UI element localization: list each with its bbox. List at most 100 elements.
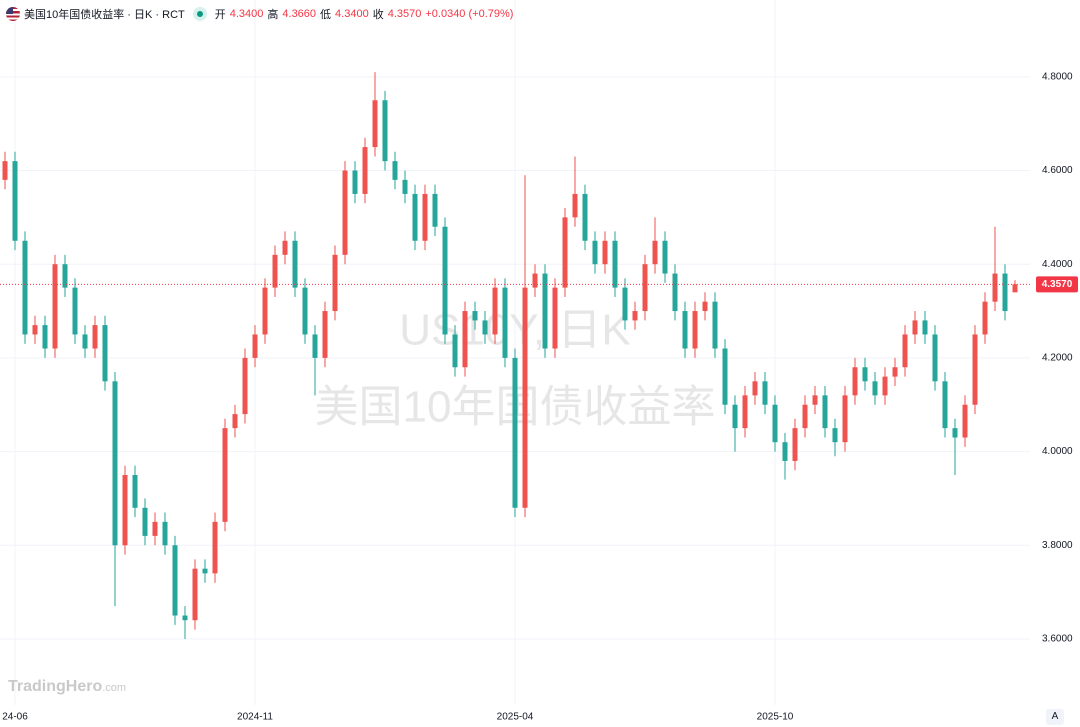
candle-body — [432, 193, 438, 227]
candle-body — [242, 357, 248, 415]
candle-body — [462, 311, 468, 368]
candle-body — [792, 428, 798, 461]
candle-body — [952, 428, 958, 438]
y-tick-label: 3.8000 — [1042, 540, 1073, 551]
candle-body — [412, 193, 418, 241]
candle-body — [62, 264, 68, 288]
candle-body — [232, 414, 238, 429]
candle-body — [52, 264, 58, 349]
candle-body — [982, 301, 988, 335]
candle-body — [572, 193, 578, 218]
low-name: 低 — [320, 9, 332, 21]
low-value: 4.3400 — [335, 8, 369, 20]
candle-body — [742, 395, 748, 429]
close-name: 收 — [372, 9, 384, 21]
candle-body — [112, 381, 118, 546]
candle-body — [552, 287, 558, 349]
candle-body — [782, 442, 788, 461]
candle-body — [702, 301, 708, 312]
candle-body — [472, 311, 478, 321]
x-tick-label: 2024-11 — [237, 712, 273, 723]
candle-body — [902, 334, 908, 368]
candle-body — [122, 474, 128, 546]
auto-scale-button[interactable]: A — [1046, 709, 1064, 725]
candle-body — [272, 254, 278, 288]
last-price-tag — [1036, 276, 1078, 293]
candle-body — [152, 521, 158, 536]
candle-body — [342, 170, 348, 255]
candle-body — [392, 161, 398, 180]
close-value: 4.3570 — [387, 8, 422, 20]
candle-body — [252, 334, 258, 358]
y-tick-label: 4.2000 — [1042, 353, 1073, 364]
candle-body — [962, 404, 968, 438]
candle-body — [622, 287, 628, 321]
candle-body — [72, 287, 78, 335]
candle-body — [332, 254, 338, 312]
candle-body — [662, 240, 668, 274]
candle-body — [402, 179, 408, 194]
candle-body — [442, 226, 448, 335]
candle-body — [182, 615, 188, 621]
candle-body — [502, 287, 508, 358]
symbol-title[interactable]: 美国10年国债收益率 · 日K · RCT — [24, 9, 185, 21]
candle-body — [2, 161, 8, 180]
y-tick-label: 4.4000 — [1042, 259, 1073, 270]
candle-body — [282, 240, 288, 255]
candle-body — [102, 325, 108, 382]
candle-body — [912, 320, 918, 335]
x-tick-label: 2025-10 — [757, 712, 794, 723]
candle-body — [422, 193, 428, 241]
watermark: US10Y, 日K — [399, 306, 631, 355]
candle-body — [762, 381, 768, 405]
candle-body — [872, 381, 878, 396]
high-name: 高 — [267, 9, 279, 21]
candle-body — [532, 273, 538, 288]
candle-body — [692, 311, 698, 349]
candle-body — [262, 287, 268, 335]
candle-body — [992, 273, 998, 302]
brand-domain: .com — [102, 682, 127, 694]
y-tick-label: 3.6000 — [1042, 634, 1073, 645]
candle-body — [212, 521, 218, 574]
x-tick-label: 2025-04 — [497, 712, 534, 723]
candle-body — [512, 357, 518, 508]
brand-logo: TradingHero.com — [8, 678, 126, 696]
y-tick-label: 4.8000 — [1042, 71, 1073, 82]
open-value: 4.3400 — [229, 8, 264, 20]
candle-body — [592, 240, 598, 265]
candle-body — [972, 334, 978, 405]
candle-body — [852, 367, 858, 396]
candle-body — [452, 334, 458, 368]
candle-body — [822, 395, 828, 429]
candle-body — [1002, 273, 1008, 312]
status-dot — [192, 7, 207, 21]
high-value: 4.3660 — [282, 8, 317, 20]
candle-body — [642, 264, 648, 312]
candle-body — [672, 273, 678, 312]
candle-body — [652, 240, 658, 265]
candle-body — [732, 404, 738, 429]
candle-body — [862, 367, 868, 382]
candle-body — [382, 100, 388, 162]
candle-body — [942, 381, 948, 429]
candle-body — [32, 325, 38, 335]
candle-body — [22, 240, 28, 335]
candle-body — [542, 273, 548, 349]
candle-body — [302, 287, 308, 335]
candle-body — [922, 320, 928, 335]
candle-body — [82, 334, 88, 349]
candle-body — [42, 325, 48, 349]
candle-body — [892, 367, 898, 377]
candle-body — [132, 474, 138, 508]
candle-body — [12, 161, 18, 241]
candle-body — [522, 287, 528, 508]
candle-body — [172, 545, 178, 616]
candle-body — [752, 381, 758, 396]
candle-body — [292, 240, 298, 288]
change-value: +0.0340 (+0.79%) — [425, 8, 514, 20]
candle-body — [832, 428, 838, 443]
